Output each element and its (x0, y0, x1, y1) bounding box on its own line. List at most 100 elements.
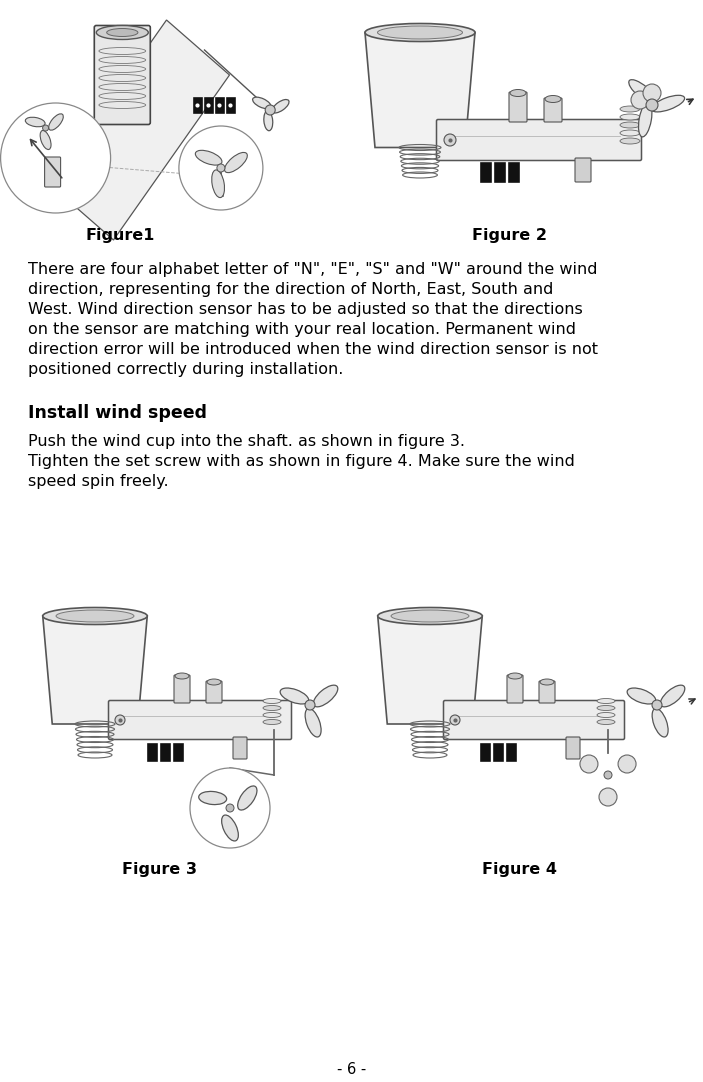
Ellipse shape (508, 673, 522, 679)
Ellipse shape (638, 102, 652, 136)
Ellipse shape (540, 679, 554, 685)
Ellipse shape (107, 28, 138, 37)
Circle shape (652, 700, 662, 710)
Text: - 6 -: - 6 - (337, 1063, 366, 1077)
Ellipse shape (378, 607, 482, 624)
Ellipse shape (96, 26, 148, 40)
Text: Figure 4: Figure 4 (482, 862, 557, 878)
Ellipse shape (597, 720, 615, 725)
Ellipse shape (620, 114, 640, 120)
Text: direction, representing for the direction of North, East, South and: direction, representing for the directio… (28, 282, 553, 296)
Ellipse shape (272, 100, 289, 113)
Ellipse shape (378, 26, 463, 39)
Circle shape (265, 105, 275, 115)
Ellipse shape (43, 607, 147, 624)
Circle shape (43, 126, 49, 131)
Circle shape (115, 715, 125, 725)
FancyBboxPatch shape (233, 737, 247, 758)
Ellipse shape (651, 95, 685, 111)
Ellipse shape (212, 170, 224, 198)
Polygon shape (43, 616, 147, 724)
Ellipse shape (49, 114, 63, 130)
Ellipse shape (280, 688, 309, 704)
Circle shape (179, 126, 263, 210)
Polygon shape (51, 19, 229, 240)
Ellipse shape (597, 699, 615, 703)
Circle shape (604, 771, 612, 779)
Text: There are four alphabet letter of "N", "E", "S" and "W" around the wind: There are four alphabet letter of "N", "… (28, 262, 598, 277)
Circle shape (1, 103, 110, 213)
Ellipse shape (264, 111, 273, 131)
Circle shape (226, 804, 234, 812)
Text: on the sensor are matching with your real location. Permanent wind: on the sensor are matching with your rea… (28, 322, 576, 337)
FancyBboxPatch shape (44, 157, 60, 187)
Circle shape (450, 715, 460, 725)
Ellipse shape (40, 131, 51, 149)
Text: Figure 3: Figure 3 (122, 862, 198, 878)
Bar (160, 743, 170, 761)
Bar (493, 743, 503, 761)
Ellipse shape (660, 685, 685, 707)
Ellipse shape (263, 699, 281, 703)
Circle shape (618, 755, 636, 773)
Ellipse shape (56, 610, 134, 622)
FancyBboxPatch shape (509, 92, 527, 122)
Text: direction error will be introduced when the wind direction sensor is not: direction error will be introduced when … (28, 342, 598, 357)
FancyBboxPatch shape (507, 675, 523, 703)
Bar (480, 743, 490, 761)
Ellipse shape (305, 709, 321, 737)
Ellipse shape (628, 80, 657, 104)
Bar (204, 97, 213, 113)
FancyBboxPatch shape (575, 158, 591, 182)
FancyBboxPatch shape (539, 681, 555, 703)
Ellipse shape (195, 150, 222, 166)
Bar (226, 97, 235, 113)
FancyBboxPatch shape (174, 675, 190, 703)
Bar (215, 97, 224, 113)
Polygon shape (378, 616, 482, 724)
Circle shape (444, 134, 456, 146)
Ellipse shape (263, 713, 281, 717)
Ellipse shape (175, 673, 189, 679)
Ellipse shape (263, 705, 281, 711)
Ellipse shape (207, 679, 221, 685)
Ellipse shape (391, 610, 469, 622)
Text: Install wind speed: Install wind speed (28, 404, 207, 422)
FancyBboxPatch shape (108, 700, 292, 739)
Ellipse shape (314, 685, 338, 707)
Circle shape (646, 98, 658, 111)
Bar (147, 743, 157, 761)
Ellipse shape (25, 117, 45, 127)
Ellipse shape (224, 153, 247, 173)
Ellipse shape (238, 786, 257, 810)
Ellipse shape (199, 791, 226, 805)
Ellipse shape (597, 713, 615, 717)
Ellipse shape (263, 720, 281, 725)
Text: Figure1: Figure1 (85, 228, 155, 243)
Text: West. Wind direction sensor has to be adjusted so that the directions: West. Wind direction sensor has to be ad… (28, 302, 583, 317)
Circle shape (643, 84, 661, 102)
Bar (506, 743, 516, 761)
Bar (508, 162, 519, 182)
Bar (494, 162, 505, 182)
FancyBboxPatch shape (544, 98, 562, 122)
Bar (193, 97, 202, 113)
Ellipse shape (597, 705, 615, 711)
Ellipse shape (627, 688, 656, 704)
FancyBboxPatch shape (566, 737, 580, 758)
Ellipse shape (545, 95, 561, 103)
FancyBboxPatch shape (437, 119, 642, 160)
Circle shape (631, 91, 649, 109)
Ellipse shape (620, 122, 640, 128)
Text: Figure 2: Figure 2 (472, 228, 548, 243)
FancyBboxPatch shape (94, 26, 150, 124)
Text: Tighten the set screw with as shown in figure 4. Make sure the wind: Tighten the set screw with as shown in f… (28, 454, 575, 469)
Circle shape (305, 700, 315, 710)
Ellipse shape (620, 130, 640, 136)
Circle shape (599, 788, 617, 806)
Bar (480, 162, 491, 182)
Circle shape (217, 164, 225, 172)
Bar (173, 743, 183, 761)
FancyBboxPatch shape (444, 700, 624, 739)
Ellipse shape (510, 90, 526, 96)
